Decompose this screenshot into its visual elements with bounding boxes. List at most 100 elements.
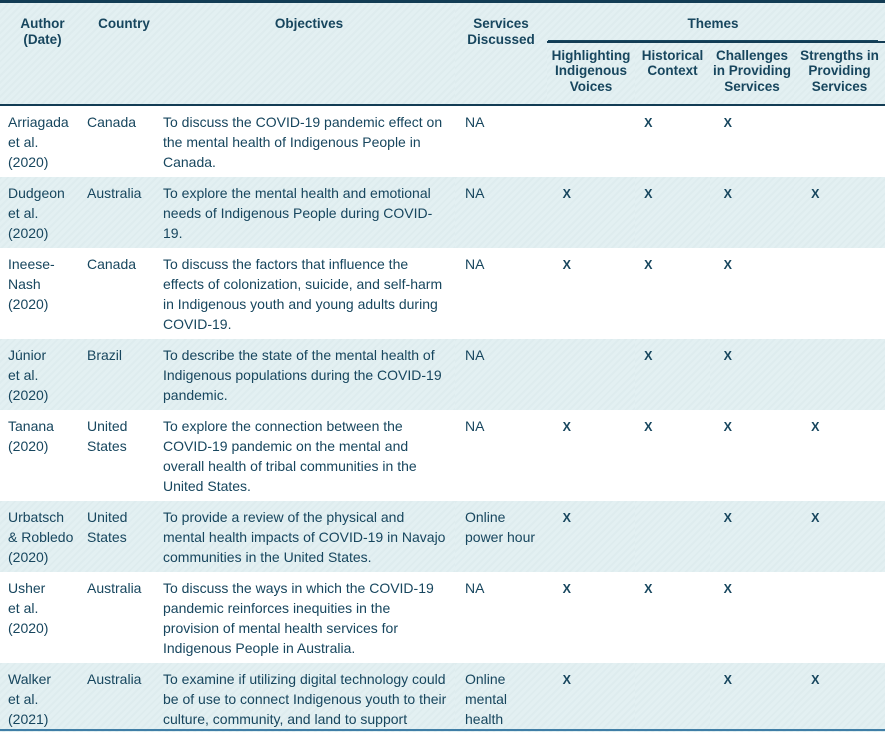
col-header-highlighting-indigenous-voices: Highlighting Indigenous Voices	[547, 41, 635, 106]
themes-group-label: Themes	[548, 3, 879, 41]
theme-cell-strengths: X	[794, 410, 885, 501]
theme-mark: X	[644, 420, 653, 434]
author-cell: Dudgeon et al. (2020)	[0, 177, 85, 248]
theme-mark: X	[562, 582, 572, 596]
theme-cell-historical: X	[635, 105, 710, 177]
col-header-country: Country	[85, 1, 163, 106]
table-row: Tanana (2020) United States To explore t…	[0, 410, 885, 501]
theme-mark: X	[723, 582, 733, 596]
theme-cell-historical: X	[635, 339, 710, 410]
theme-mark: X	[562, 187, 572, 201]
theme-cell-highlighting: X	[547, 501, 635, 572]
author-cell: Walker et al. (2021)	[0, 663, 85, 732]
theme-cell-historical: X	[635, 177, 710, 248]
objective-cell: To discuss the ways in which the COVID-1…	[163, 580, 434, 656]
theme-cell-challenges: X	[710, 501, 794, 572]
theme-cell-highlighting: X	[547, 248, 635, 339]
objective-cell: To explore the mental health and emotion…	[163, 177, 455, 248]
theme-cell-strengths	[794, 572, 885, 663]
theme-mark: X	[811, 511, 820, 525]
services-cell: NA	[455, 177, 547, 248]
theme-mark: X	[644, 116, 653, 130]
theme-mark: X	[723, 258, 733, 272]
author-cell: Arriagada et al. (2020)	[8, 114, 69, 170]
services-cell: Online power hour	[455, 501, 547, 572]
theme-mark: X	[723, 673, 733, 687]
services-cell: NA	[465, 256, 485, 272]
theme-cell-challenges: X	[710, 663, 794, 732]
theme-mark: X	[811, 187, 820, 201]
theme-cell-challenges: X	[710, 177, 794, 248]
theme-cell-strengths: X	[794, 177, 885, 248]
col-header-historical-context: Historical Context	[635, 41, 710, 106]
theme-mark: X	[723, 511, 733, 525]
theme-cell-challenges: X	[710, 248, 794, 339]
col-header-services-discussed: Services Discussed	[455, 1, 547, 106]
theme-cell-historical: X	[635, 410, 710, 501]
theme-mark: X	[644, 187, 653, 201]
objective-cell: To discuss the factors that influence th…	[163, 256, 443, 332]
theme-mark: X	[644, 582, 653, 596]
author-cell: Ineese- Nash (2020)	[8, 256, 55, 312]
table-row: Dudgeon et al. (2020) Australia To explo…	[0, 177, 885, 248]
country-cell: Australia	[87, 580, 142, 596]
theme-cell-highlighting: X	[547, 663, 635, 732]
theme-mark: X	[811, 420, 820, 434]
objective-cell: To explore the connection between the CO…	[163, 418, 417, 494]
theme-cell-highlighting	[547, 105, 635, 177]
table-row: Usher et al. (2020) Australia To discuss…	[0, 572, 885, 663]
services-cell: NA	[465, 114, 485, 130]
theme-mark: X	[644, 258, 653, 272]
col-header-strengths-in-providing-services: Strengths in Providing Services	[794, 41, 885, 106]
theme-cell-highlighting: X	[547, 572, 635, 663]
table-row: Urbatsch & Robledo (2020) United States …	[0, 501, 885, 572]
theme-cell-strengths: X	[794, 501, 885, 572]
services-cell: NA	[455, 339, 547, 410]
objective-cell: To describe the state of the mental heal…	[163, 339, 455, 410]
theme-mark: X	[811, 673, 820, 687]
country-cell: Canada	[87, 114, 137, 130]
theme-cell-challenges: X	[710, 572, 794, 663]
services-cell: NA	[465, 580, 485, 596]
author-cell: Tanana (2020)	[8, 418, 54, 454]
author-cell: Usher et al. (2020)	[8, 580, 49, 636]
theme-mark: X	[562, 420, 572, 434]
theme-cell-historical: X	[635, 248, 710, 339]
country-cell: Brazil	[85, 339, 163, 410]
table-body: Arriagada et al. (2020) Canada To discus…	[0, 105, 885, 732]
theme-mark: X	[723, 116, 733, 130]
country-cell: Australia	[85, 663, 163, 732]
theme-mark: X	[562, 511, 572, 525]
theme-cell-highlighting	[547, 339, 635, 410]
theme-mark: X	[723, 349, 733, 363]
theme-cell-challenges: X	[710, 410, 794, 501]
author-cell: Urbatsch & Robledo (2020)	[0, 501, 85, 572]
table-row: Walker et al. (2021) Australia To examin…	[0, 663, 885, 732]
country-cell: Canada	[87, 256, 137, 272]
objective-cell: To provide a review of the physical and …	[163, 501, 455, 572]
theme-cell-strengths	[794, 248, 885, 339]
theme-mark: X	[723, 187, 733, 201]
theme-cell-highlighting: X	[547, 177, 635, 248]
theme-mark: X	[723, 420, 733, 434]
col-header-themes-group: Themes	[547, 1, 885, 43]
col-header-author-date: Author (Date)	[0, 1, 85, 106]
table-row: Júnior et al. (2020) Brazil To describe …	[0, 339, 885, 410]
theme-cell-challenges: X	[710, 105, 794, 177]
theme-cell-challenges: X	[710, 339, 794, 410]
theme-mark: X	[644, 349, 653, 363]
table-row: Arriagada et al. (2020) Canada To discus…	[0, 105, 885, 177]
theme-cell-strengths: X	[794, 663, 885, 732]
page-bottom-rule	[0, 729, 885, 731]
theme-cell-historical	[635, 663, 710, 732]
theme-cell-highlighting: X	[547, 410, 635, 501]
author-cell: Júnior et al. (2020)	[0, 339, 85, 410]
objective-cell: To discuss the COVID-19 pandemic effect …	[163, 114, 443, 170]
table-header: Author (Date) Country Objectives Service…	[0, 1, 885, 106]
theme-cell-strengths	[794, 105, 885, 177]
col-header-objectives: Objectives	[163, 1, 455, 106]
country-cell: Australia	[85, 177, 163, 248]
table-row: Ineese- Nash (2020) Canada To discuss th…	[0, 248, 885, 339]
